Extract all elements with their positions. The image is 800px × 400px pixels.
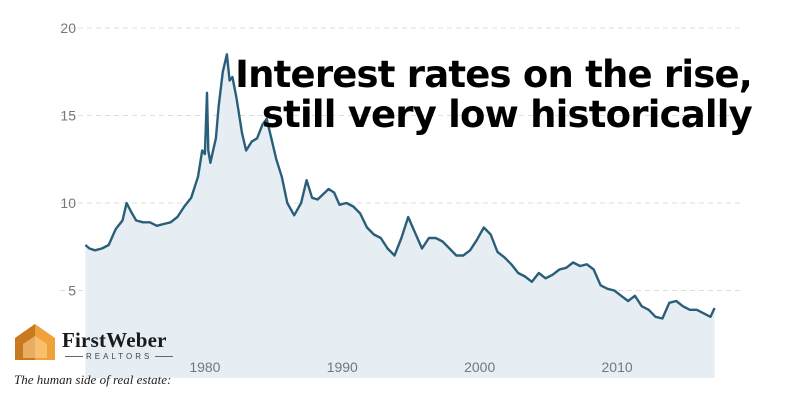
firstweber-logo-icon <box>15 324 55 360</box>
x-tick-label: 1980 <box>189 359 220 375</box>
chart-title-line-2: still very low historically <box>261 93 753 136</box>
brand-tagline: The human side of real estate: <box>14 372 172 387</box>
brand-subtitle: REALTORS <box>62 352 176 361</box>
x-tick-label: 2010 <box>602 359 633 375</box>
rate-line <box>84 53 716 320</box>
y-tick-labels: 5 10 15 20 <box>60 20 76 299</box>
x-tick-labels: 1980 1990 2000 2010 <box>189 359 633 375</box>
y-tick-label: 15 <box>60 108 76 124</box>
brand-block: FirstWeber REALTORS The human side of re… <box>14 322 214 392</box>
brand-name: FirstWeber <box>62 328 167 352</box>
x-tick-label: 2000 <box>464 359 495 375</box>
chart-title-line-1: Interest rates on the rise, <box>235 53 753 96</box>
x-tick-label: 1990 <box>327 359 358 375</box>
y-tick-label: 10 <box>60 195 76 211</box>
rate-area-fill <box>85 54 715 379</box>
y-tick-label: 20 <box>60 20 76 36</box>
y-tick-label: 5 <box>68 283 76 299</box>
